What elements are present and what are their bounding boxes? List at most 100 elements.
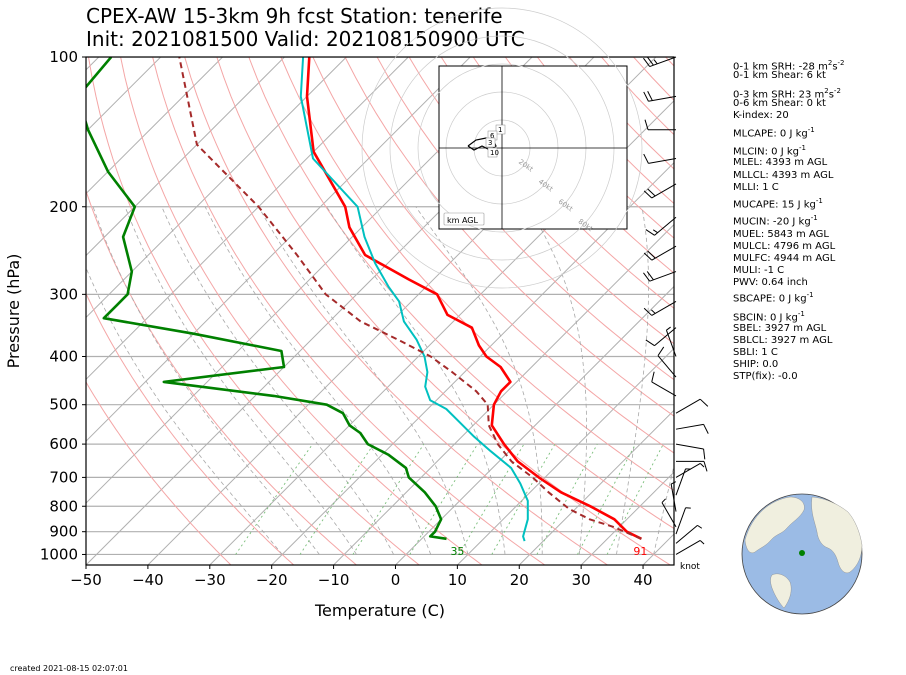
stat-line: 0-3 km SRH: 23 m2s-2 [733, 87, 841, 101]
barb-units-label: knot [680, 562, 700, 572]
y-tick-label: 400 [49, 348, 78, 366]
isotherm-line [86, 57, 285, 257]
wetbulb-profile [299, 57, 529, 542]
parcel-profile [178, 57, 642, 540]
dry-adiabat [86, 292, 295, 565]
dry-adiabat [88, 57, 420, 565]
dry-adiabat [184, 57, 608, 565]
stat-line: MULCL: 4796 m AGL [733, 241, 836, 252]
station-marker [799, 550, 805, 556]
dry-adiabat [376, 57, 674, 381]
dry-adiabat [248, 57, 674, 530]
y-tick-label: 200 [49, 198, 78, 216]
wind-barb [675, 462, 705, 478]
isotherm-line [518, 409, 674, 565]
stat-line: SBCIN: 0 J kg-1 [733, 310, 805, 324]
moist-adiabat [92, 206, 320, 555]
x-axis-label: Temperature (C) [314, 601, 445, 620]
stat-line: 0-6 km Shear: 0 kt [733, 98, 826, 109]
wind-barb [657, 346, 677, 378]
wind-barb [675, 507, 691, 535]
stat-line: SHIP: 0.0 [733, 359, 779, 370]
dry-adiabat [344, 57, 674, 417]
wind-barb [643, 271, 677, 282]
europe-africa-land [811, 496, 863, 574]
wind-barb [651, 371, 677, 397]
stat-line: MUEL: 5843 m AGL [733, 229, 829, 240]
y-tick-label: 600 [49, 435, 78, 453]
wind-barb [645, 216, 677, 236]
isotherm-line [86, 57, 223, 195]
isotherm-line [86, 57, 162, 133]
temperature-profile [305, 57, 642, 540]
axes: −50 −40 −30 −20 −10 0 10 20 30 40 100 200 300 400 500 6… [4, 48, 653, 620]
moist-adiabat [86, 266, 283, 555]
dewpoint-profile [86, 57, 447, 541]
plot-grid [86, 57, 674, 565]
wind-barb [644, 119, 676, 131]
profile-lines: 91 35 [86, 57, 647, 558]
moist-adiabat [415, 206, 543, 555]
x-tick-label: 40 [634, 571, 653, 589]
hodograph-height-label: 3 [488, 139, 492, 147]
moist-adiabat [258, 206, 469, 555]
mixing-ratio-line [577, 443, 636, 555]
moist-adiabat [326, 206, 506, 555]
y-tick-label: 900 [49, 523, 78, 541]
isotherm-line [271, 161, 674, 565]
stat-line: SBLI: 1 C [733, 347, 778, 358]
stat-line: MUCIN: -20 J kg-1 [733, 214, 818, 228]
plot-frame [85, 56, 675, 566]
stat-line: 0-1 km Shear: 6 kt [733, 70, 826, 81]
dry-adiabat [152, 57, 545, 565]
wind-barb [643, 245, 677, 261]
wind-barb [675, 540, 705, 555]
y-axis-label: Pressure (hPa) [4, 254, 23, 369]
created-timestamp: created 2021-08-15 02:07:01 [10, 664, 128, 673]
isotherm-line [209, 100, 674, 565]
dry-adiabat [86, 189, 357, 565]
dry-adiabat [120, 57, 483, 565]
wind-barb [661, 498, 677, 528]
wind-barb [670, 481, 677, 512]
wind-barb [643, 153, 677, 164]
stat-line: MLCIN: 0 J kg-1 [733, 144, 806, 158]
location-globe [741, 493, 863, 615]
isotherm-line [86, 57, 471, 442]
y-tick-label: 1000 [40, 545, 78, 563]
wind-barb [645, 327, 677, 347]
stat-line: MLLCL: 4393 m AGL [733, 170, 834, 181]
surface-temperature-label: 91 [633, 545, 647, 558]
x-tick-label: −20 [256, 571, 288, 589]
stat-line: MULFC: 4944 m AGL [733, 253, 836, 264]
y-tick-label: 700 [49, 468, 78, 486]
wind-barb [643, 300, 677, 316]
dry-adiabat [440, 57, 674, 309]
y-tick-label: 500 [49, 396, 78, 414]
dry-adiabat [86, 381, 232, 565]
x-tick-label: −50 [70, 571, 102, 589]
x-tick-label: 10 [448, 571, 467, 589]
y-tick-label: 100 [49, 48, 78, 66]
stat-line: MUCAPE: 15 J kg-1 [733, 197, 823, 211]
x-tick-label: −40 [132, 571, 164, 589]
stat-line: MLLI: 1 C [733, 182, 779, 193]
stat-line: MLCAPE: 0 J kg-1 [733, 126, 815, 140]
moist-adiabat [124, 206, 357, 555]
moist-adiabat [653, 464, 674, 555]
north-america-land [744, 496, 805, 553]
wind-barb [643, 91, 677, 102]
stat-line: 0-1 km SRH: -28 m2s-2 [733, 59, 845, 73]
wind-barb [675, 468, 691, 496]
south-america-land [770, 573, 792, 609]
moist-adiabat [161, 206, 394, 555]
x-tick-label: 0 [391, 571, 401, 589]
stat-line: SBCAPE: 0 J kg-1 [733, 291, 814, 305]
surface-dewpoint-label: 35 [450, 545, 464, 558]
wind-barb [643, 56, 677, 68]
mixing-ratio-line [606, 443, 664, 555]
mixing-ratio-line [536, 443, 598, 555]
wind-barb [665, 326, 677, 357]
stat-line: MLEL: 4393 m AGL [733, 157, 828, 168]
